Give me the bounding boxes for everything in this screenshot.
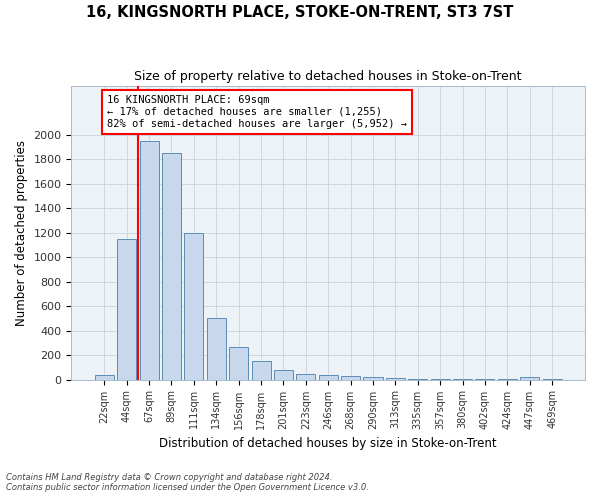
X-axis label: Distribution of detached houses by size in Stoke-on-Trent: Distribution of detached houses by size … [160,437,497,450]
Bar [319,376,338,380]
Text: Contains HM Land Registry data © Crown copyright and database right 2024.
Contai: Contains HM Land Registry data © Crown c… [6,473,369,492]
Bar [274,370,293,380]
Bar [364,377,383,380]
Bar [95,374,114,380]
Bar [431,378,449,380]
Bar [140,140,158,380]
Bar [453,379,472,380]
Bar [162,153,181,380]
Bar [475,379,494,380]
Bar [296,374,316,380]
Y-axis label: Number of detached properties: Number of detached properties [15,140,28,326]
Bar [251,361,271,380]
Text: 16, KINGSNORTH PLACE, STOKE-ON-TRENT, ST3 7ST: 16, KINGSNORTH PLACE, STOKE-ON-TRENT, ST… [86,5,514,20]
Bar [207,318,226,380]
Bar [229,347,248,380]
Bar [341,376,360,380]
Title: Size of property relative to detached houses in Stoke-on-Trent: Size of property relative to detached ho… [134,70,522,83]
Bar [184,232,203,380]
Bar [520,377,539,380]
Bar [117,238,136,380]
Bar [408,378,427,380]
Bar [386,378,405,380]
Text: 16 KINGSNORTH PLACE: 69sqm
← 17% of detached houses are smaller (1,255)
82% of s: 16 KINGSNORTH PLACE: 69sqm ← 17% of deta… [107,96,407,128]
